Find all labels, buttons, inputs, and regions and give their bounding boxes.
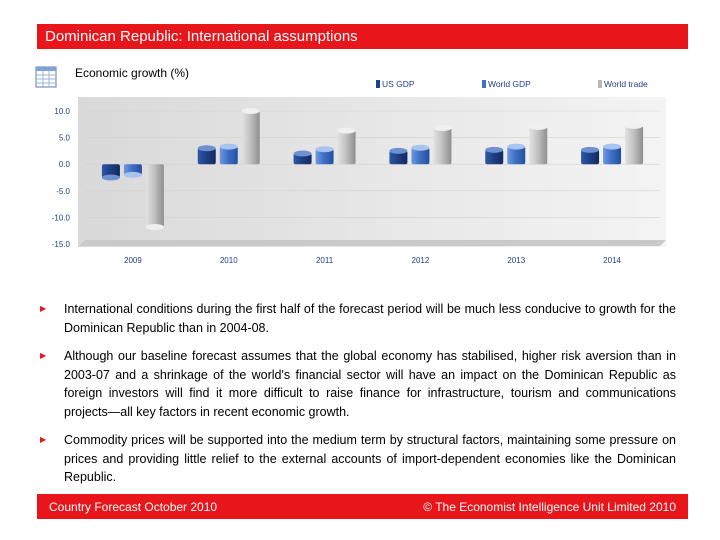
footer-bar: Country Forecast October 2010 © The Econ… <box>37 494 688 519</box>
x-tick-label: 2011 <box>316 256 334 265</box>
bar-us-gdp <box>197 148 216 165</box>
bar-cap <box>485 146 504 153</box>
bullet-text: Commodity prices will be supported into … <box>64 433 676 484</box>
bar-world-trade <box>337 130 356 165</box>
table-icon <box>35 66 57 88</box>
economic-growth-chart: 10.0 5.0 0.0 -5.0 -10.0 -15.0 2009 2010 2011 2012… <box>52 79 666 265</box>
bar-cap <box>315 146 334 153</box>
legend-label: US GDP <box>382 79 415 89</box>
bullet-arrow-icon: ▶ <box>40 435 47 444</box>
bar-us-gdp <box>581 149 600 165</box>
title-bar: Dominican Republic: International assump… <box>37 24 688 49</box>
bar-world-trade <box>433 128 452 165</box>
bar-us-gdp <box>101 164 120 178</box>
bar-cap <box>197 145 216 152</box>
chart-back-wall <box>78 97 666 247</box>
bar-cap <box>581 146 600 153</box>
x-tick-label: 2013 <box>507 256 525 265</box>
bar-cap <box>145 223 164 230</box>
bar-cap <box>241 108 260 114</box>
footer-publication: Country Forecast October 2010 <box>49 500 218 514</box>
bar-cap <box>219 143 238 150</box>
bar-cap <box>507 143 526 150</box>
bar-cap <box>293 150 312 157</box>
page-title: Dominican Republic: International assump… <box>45 28 358 45</box>
footer-copyright: © The Economist Intelligence Unit Limite… <box>423 500 676 514</box>
bar-world-trade <box>145 164 164 227</box>
bullet-list: ▶ International conditions during the fi… <box>40 300 676 497</box>
x-tick-label: 2009 <box>124 256 142 265</box>
x-tick-label: 2012 <box>412 256 430 265</box>
legend-label: World GDP <box>488 79 531 89</box>
bar-world-gdp <box>507 146 526 165</box>
bar-us-gdp <box>485 149 504 165</box>
bar-world-trade <box>529 126 548 165</box>
bar-cap <box>625 122 644 129</box>
chart-title: Economic growth (%) <box>75 66 190 80</box>
bullet-item: ▶ International conditions during the fi… <box>40 300 676 337</box>
y-tick-label: 0.0 <box>59 160 71 169</box>
bullet-arrow-icon: ▶ <box>40 351 47 360</box>
y-tick-label: -10.0 <box>52 213 71 222</box>
legend-swatch <box>482 80 486 88</box>
bullet-item: ▶ Commodity prices will be supported int… <box>40 431 676 487</box>
x-tick-label: 2014 <box>603 256 621 265</box>
bar-world-gdp <box>315 149 334 165</box>
x-tick-label: 2010 <box>220 256 238 265</box>
y-tick-label: 5.0 <box>59 134 71 143</box>
bar-world-trade <box>241 111 260 165</box>
bar-world-gdp <box>219 146 238 165</box>
bar-cap <box>101 174 120 181</box>
bullet-arrow-icon: ▶ <box>40 304 47 313</box>
bullet-text: Although our baseline forecast assumes t… <box>64 349 676 419</box>
bar-cap <box>123 171 142 178</box>
bar-world-gdp <box>123 164 142 175</box>
y-tick-label: -15.0 <box>52 240 71 249</box>
bar-world-trade <box>625 125 644 165</box>
legend-swatch <box>598 80 602 88</box>
bullet-text: International conditions during the firs… <box>64 302 676 335</box>
bar-cap <box>603 143 622 150</box>
bar-cap <box>433 125 452 132</box>
bar-us-gdp <box>389 150 408 165</box>
y-tick-label: 10.0 <box>54 107 70 116</box>
bar-cap <box>411 144 430 151</box>
legend-label: World trade <box>604 79 648 89</box>
bar-cap <box>529 123 548 130</box>
bar-world-gdp <box>603 146 622 165</box>
bar-us-gdp <box>293 153 312 165</box>
y-tick-label: -5.0 <box>56 187 70 196</box>
legend-swatch <box>376 80 380 88</box>
chart-floor <box>79 240 666 246</box>
bar-cap <box>337 127 356 134</box>
bullet-item: ▶ Although our baseline forecast assumes… <box>40 347 676 421</box>
bar-world-gdp <box>411 147 430 165</box>
bar-cap <box>389 147 408 154</box>
